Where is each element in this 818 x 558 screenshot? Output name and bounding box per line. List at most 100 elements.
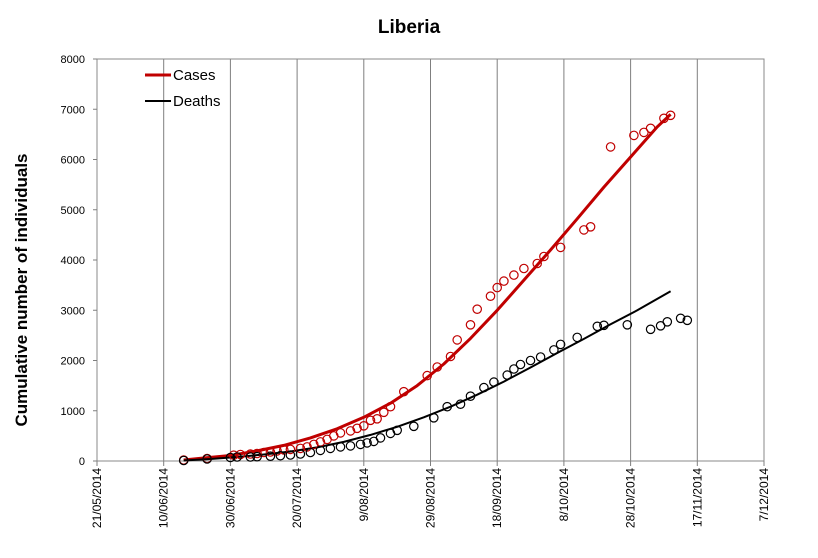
data-point-deaths: [305, 447, 316, 458]
legend-label-cases: Cases: [173, 67, 216, 84]
data-point-deaths: [202, 454, 212, 464]
data-point-cases: [345, 426, 356, 436]
data-point-deaths: [509, 364, 519, 374]
data-point-deaths: [285, 450, 296, 460]
data-point-cases: [465, 319, 476, 330]
data-point-deaths: [325, 443, 336, 454]
data-point-cases: [509, 270, 519, 280]
data-point-deaths: [408, 421, 419, 432]
y-tick-label: 5000: [61, 205, 85, 217]
x-tick-label: 21/05/2014: [90, 468, 104, 528]
data-point-cases: [335, 428, 346, 438]
data-point-deaths: [225, 452, 236, 463]
data-point-deaths: [622, 319, 633, 330]
data-point-deaths: [428, 412, 439, 423]
data-point-cases: [398, 386, 409, 397]
data-point-deaths: [232, 452, 242, 462]
data-point-cases: [352, 423, 362, 434]
data-point-deaths: [392, 425, 402, 436]
x-tick-label: 29/08/2014: [424, 468, 438, 528]
data-point-deaths: [549, 345, 559, 355]
data-point-deaths: [675, 313, 686, 324]
data-point-cases: [385, 401, 396, 412]
y-tick-label: 3000: [61, 305, 85, 317]
data-point-deaths: [572, 332, 582, 343]
x-tick-label: 9/08/2014: [357, 468, 371, 522]
data-point-cases: [295, 443, 306, 454]
data-point-deaths: [252, 451, 262, 462]
data-point-deaths: [662, 316, 673, 327]
data-point-deaths: [375, 433, 386, 443]
y-axis-label: Cumulative number of individuals: [12, 154, 31, 427]
series: [178, 110, 693, 466]
data-point-cases: [302, 442, 312, 452]
x-axis-ticks: 21/05/2014 10/06/2014 30/06/2014 20/07/2014…: [90, 461, 771, 528]
data-point-deaths: [599, 320, 609, 331]
data-point-cases: [445, 351, 456, 362]
y-tick-label: 8000: [61, 54, 85, 66]
data-point-cases: [372, 413, 382, 424]
x-tick-label: 8/10/2014: [557, 468, 571, 522]
data-point-cases: [532, 258, 542, 269]
x-tick-label: 18/09/2014: [490, 468, 504, 528]
data-point-cases: [452, 335, 462, 345]
data-point-deaths: [535, 352, 546, 362]
data-point-cases: [285, 444, 296, 455]
series-line-deaths: [183, 290, 672, 462]
data-point-deaths: [355, 439, 366, 450]
data-point-deaths: [455, 399, 466, 409]
data-point-cases: [245, 449, 256, 459]
x-tick-label: 7/12/2014: [757, 468, 771, 522]
data-point-deaths: [335, 442, 346, 452]
data-point-cases: [378, 407, 389, 418]
data-point-cases: [308, 439, 319, 450]
data-point-cases: [358, 420, 369, 431]
data-point-deaths: [489, 377, 499, 387]
legend: Cases Deaths: [145, 67, 221, 110]
y-tick-label: 0: [79, 456, 85, 468]
x-tick-label: 30/06/2014: [223, 468, 237, 528]
data-point-cases: [272, 446, 282, 456]
grid: [163, 59, 698, 461]
data-point-cases: [605, 142, 616, 152]
data-point-cases: [585, 222, 596, 232]
data-point-cases: [422, 370, 432, 381]
data-point-deaths: [442, 401, 452, 412]
data-point-cases: [265, 447, 276, 457]
x-tick-label: 20/07/2014: [290, 468, 304, 528]
data-point-cases: [645, 123, 656, 134]
data-point-cases: [665, 110, 676, 121]
chart-title: Liberia: [378, 17, 441, 38]
data-point-cases: [519, 263, 529, 274]
data-point-cases: [472, 304, 482, 314]
data-point-deaths: [682, 315, 693, 326]
data-point-deaths: [555, 339, 566, 350]
x-tick-label: 10/06/2014: [157, 468, 171, 528]
data-point-deaths: [502, 370, 512, 380]
series-line-cases: [183, 113, 672, 462]
data-point-deaths: [592, 321, 603, 332]
data-point-deaths: [515, 359, 526, 370]
data-point-deaths: [465, 391, 476, 401]
data-point-cases: [485, 291, 496, 301]
data-point-cases: [629, 130, 639, 141]
data-point-cases: [432, 362, 442, 372]
data-point-deaths: [265, 451, 276, 461]
data-point-deaths: [525, 355, 536, 366]
data-point-deaths: [645, 324, 656, 335]
data-point-cases: [639, 127, 649, 138]
data-point-deaths: [479, 382, 489, 393]
data-point-cases: [539, 251, 549, 262]
data-point-cases: [235, 449, 246, 460]
data-point-cases: [365, 415, 376, 426]
data-point-deaths: [345, 441, 356, 451]
data-point-deaths: [178, 455, 189, 466]
data-point-cases: [555, 242, 566, 253]
x-tick-label: 28/10/2014: [624, 468, 638, 528]
y-axis-ticks: 0 1000 2000 3000 4000 5000 6000 7000 8000: [61, 54, 97, 468]
data-point-deaths: [275, 450, 286, 461]
legend-label-deaths: Deaths: [173, 93, 221, 110]
data-point-deaths: [362, 438, 372, 448]
y-tick-label: 4000: [61, 255, 85, 267]
